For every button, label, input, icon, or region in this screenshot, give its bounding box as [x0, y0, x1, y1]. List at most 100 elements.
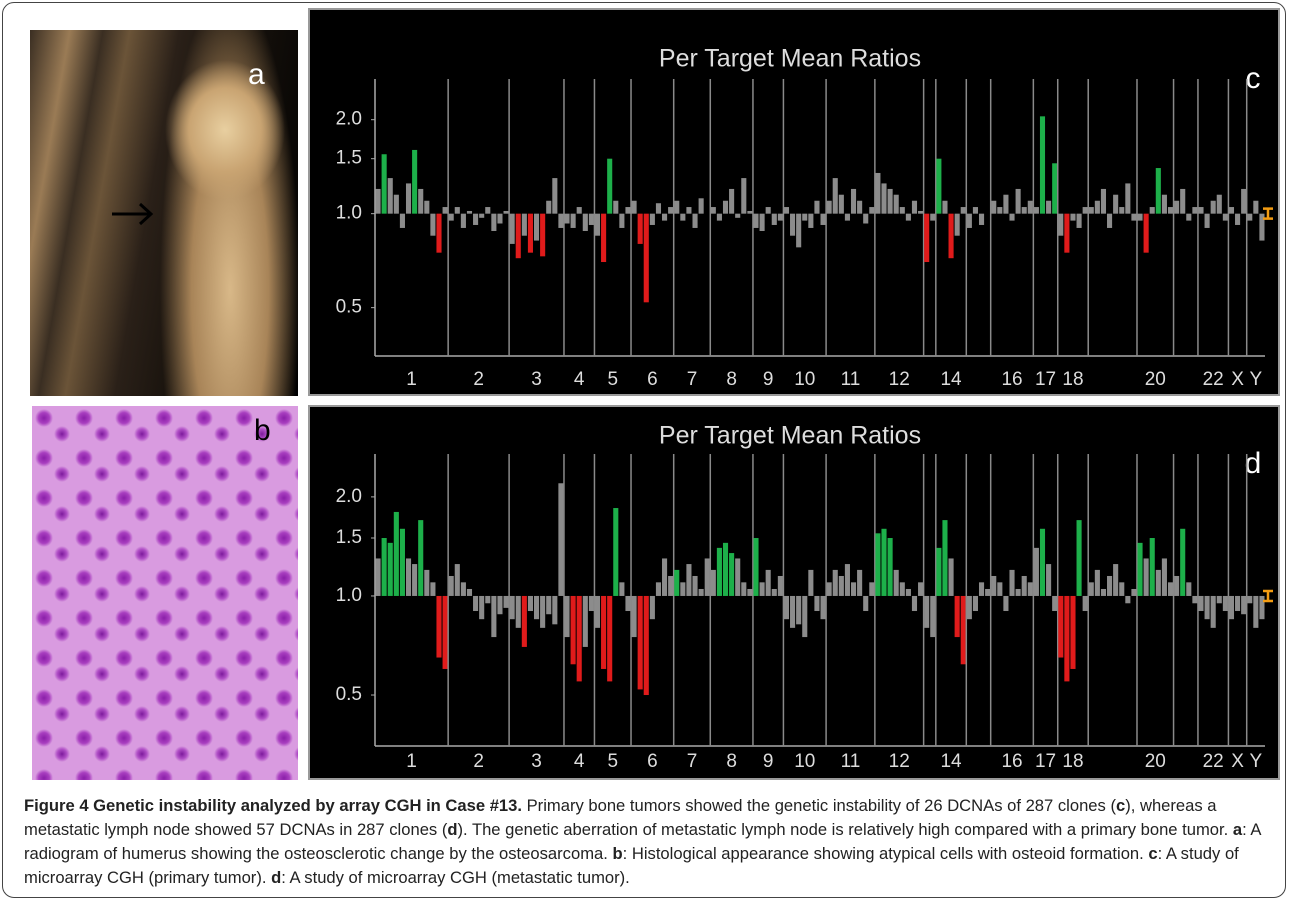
- x-tick-label: 7: [687, 369, 698, 390]
- x-tick-label: Y: [1250, 751, 1263, 772]
- bar: [680, 582, 686, 596]
- bar: [1198, 207, 1204, 214]
- x-tick-label: 14: [940, 751, 962, 772]
- bar: [777, 213, 783, 221]
- bar: [747, 210, 753, 214]
- bar: [899, 207, 905, 214]
- bar: [966, 213, 972, 228]
- x-tick-label: X: [1231, 369, 1244, 390]
- bar: [1259, 595, 1265, 620]
- panel-border: [308, 8, 1280, 396]
- bar: [1052, 163, 1058, 214]
- bar: [1149, 538, 1155, 596]
- bar: [844, 213, 850, 221]
- bar: [1222, 595, 1228, 612]
- x-tick-label: 8: [726, 369, 737, 390]
- bar: [515, 595, 521, 628]
- bar: [1015, 188, 1021, 214]
- bar: [674, 569, 680, 596]
- bar: [881, 183, 887, 214]
- x-tick-label: 20: [1145, 751, 1166, 772]
- caption-text: ), whereas a metastatic lymph node showe…: [24, 796, 1217, 839]
- x-tick-label: 4: [574, 369, 585, 390]
- bar: [1064, 595, 1070, 682]
- bar: [716, 547, 722, 596]
- bar: [655, 203, 662, 214]
- bar: [887, 538, 893, 596]
- histology: b: [32, 406, 298, 780]
- x-tick-label: 9: [763, 751, 774, 772]
- bar: [540, 595, 546, 628]
- bar: [1058, 213, 1064, 236]
- bar: [533, 595, 540, 620]
- y-tick-label: 1.0: [336, 585, 362, 606]
- bar: [649, 595, 655, 620]
- bar: [1009, 213, 1015, 221]
- bar: [783, 207, 790, 214]
- bar: [1015, 588, 1021, 596]
- bar: [1192, 595, 1198, 604]
- bar: [1259, 213, 1265, 241]
- bar: [753, 213, 759, 228]
- image-label: b: [254, 414, 271, 447]
- bar: [479, 213, 485, 218]
- reference-marker: [1263, 207, 1273, 220]
- caption-text: Primary bone tumors showed the genetic i…: [522, 796, 1116, 815]
- bar: [485, 595, 491, 604]
- bar: [430, 213, 436, 236]
- bar: [777, 575, 783, 596]
- bar: [1235, 213, 1241, 225]
- bar: [1161, 194, 1167, 214]
- bar: [607, 595, 613, 682]
- bar: [722, 542, 729, 596]
- bar: [1180, 188, 1186, 214]
- bar: [911, 200, 918, 214]
- bar: [381, 154, 387, 214]
- bar: [814, 595, 820, 612]
- bar: [704, 558, 710, 596]
- bar: [1155, 168, 1161, 214]
- caption-text: ). The genetic aberration of metastatic …: [457, 820, 1233, 839]
- bar: [588, 213, 594, 225]
- bar: [619, 213, 625, 228]
- bar: [564, 595, 570, 638]
- bar: [491, 213, 497, 231]
- bar: [826, 582, 832, 596]
- bar: [1070, 595, 1076, 669]
- bar: [405, 183, 412, 214]
- bar: [905, 213, 911, 221]
- bar: [393, 511, 399, 596]
- chart-title: Per Target Mean Ratios: [659, 45, 921, 73]
- bar: [460, 213, 466, 228]
- bar: [576, 595, 582, 682]
- bar: [643, 213, 649, 303]
- bar: [1204, 213, 1210, 228]
- caption-ref: b: [612, 844, 623, 863]
- bar: [1167, 207, 1174, 214]
- x-tick-label: 6: [647, 369, 658, 390]
- x-tick-label: 17: [1035, 751, 1056, 772]
- bar: [442, 207, 448, 214]
- bar: [710, 569, 716, 596]
- bar: [424, 569, 430, 596]
- bar: [570, 213, 576, 228]
- bar: [838, 575, 844, 596]
- bar: [527, 595, 533, 612]
- chart-title: Per Target Mean Ratios: [659, 422, 921, 450]
- bar: [692, 213, 698, 228]
- bar: [430, 582, 436, 596]
- bar: [601, 595, 607, 669]
- caption-ref: a: [1232, 820, 1243, 839]
- x-tick-label: 12: [889, 369, 910, 390]
- bar: [527, 213, 533, 253]
- caption-ref: d: [447, 820, 458, 839]
- bar: [649, 213, 655, 225]
- bar: [905, 588, 911, 596]
- bar: [399, 213, 405, 228]
- bar: [607, 158, 613, 214]
- x-tick-label: 22: [1203, 751, 1224, 772]
- bar: [1216, 194, 1222, 214]
- x-tick-label: 1: [406, 751, 417, 772]
- bar: [588, 595, 594, 612]
